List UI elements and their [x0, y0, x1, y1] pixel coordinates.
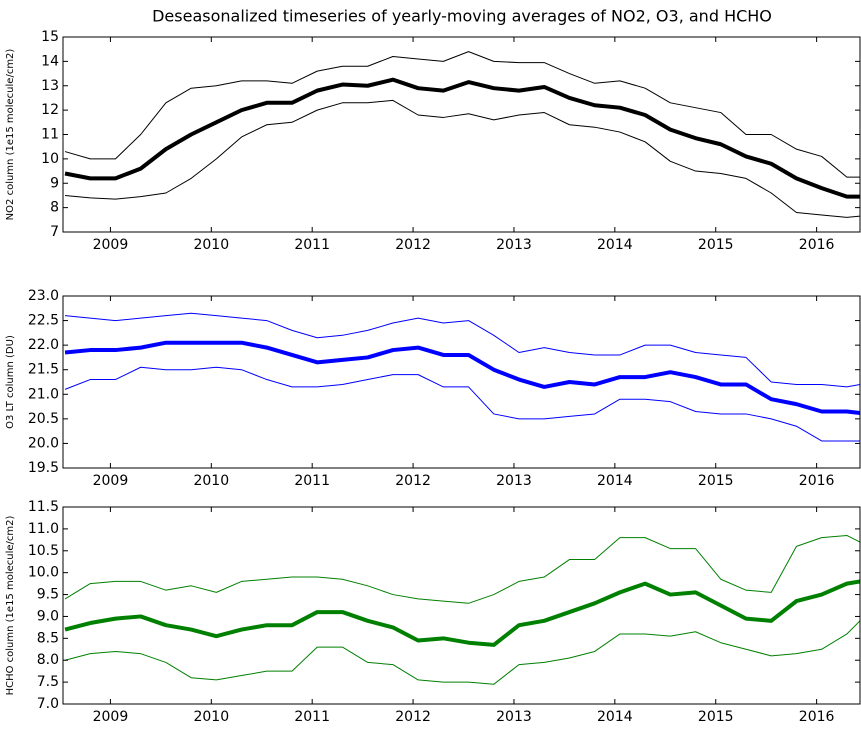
y-tick-label: 15: [41, 29, 59, 45]
series-line: [64, 620, 860, 685]
y-tick-label: 12: [41, 102, 59, 118]
x-tick-label: 2011: [294, 709, 330, 725]
y-tick-label: 11.0: [28, 521, 59, 537]
x-tick-label: 2016: [799, 237, 835, 253]
series-line: [64, 51, 860, 178]
y-tick-label: 8.5: [37, 630, 59, 646]
x-tick-label: 2015: [698, 709, 734, 725]
x-tick-label: 2009: [93, 237, 129, 253]
series-line: [64, 312, 860, 388]
y-tick-label: 22.5: [28, 313, 59, 329]
y-tick-label: 14: [41, 53, 59, 69]
y-tick-label: 21.5: [28, 362, 59, 378]
x-tick-label: 2014: [597, 237, 633, 253]
x-tick-label: 2009: [93, 473, 129, 489]
y-tick-label: 10.0: [28, 565, 59, 581]
y-tick-label: 11.5: [28, 499, 59, 515]
plot-frame: [62, 295, 861, 469]
y-tick-label: 23.0: [28, 288, 59, 304]
x-tick-label: 2013: [496, 709, 532, 725]
y-tick-label: 22.0: [28, 337, 59, 353]
x-tick-label: 2011: [294, 237, 330, 253]
y-tick-label: 20.0: [28, 435, 59, 451]
series-line: [64, 77, 860, 199]
x-tick-label: 2016: [799, 473, 835, 489]
x-tick-label: 2013: [496, 473, 532, 489]
x-tick-label: 2012: [395, 473, 431, 489]
x-tick-label: 2010: [193, 709, 229, 725]
x-tick-label: 2015: [698, 473, 734, 489]
y-tick-label: 7: [50, 224, 59, 240]
y-tick-label: 21.0: [28, 386, 59, 402]
x-tick-label: 2013: [496, 237, 532, 253]
y-tick-label: 20.5: [28, 411, 59, 427]
x-tick-label: 2011: [294, 473, 330, 489]
y-tick-label: 9: [50, 175, 59, 191]
x-tick-label: 2012: [395, 709, 431, 725]
y-tick-label: 11: [41, 127, 59, 143]
y-tick-label: 7.5: [37, 674, 59, 690]
series-line: [64, 366, 860, 442]
plot-frame: [62, 36, 861, 233]
y-tick-label: 19.5: [28, 460, 59, 476]
y-axis-label: HCHO column (1e15 molecule/cm2): [5, 515, 16, 695]
y-tick-label: 8: [50, 200, 59, 216]
y-axis-label: O3 LT column (DU): [5, 335, 16, 429]
figure-title: Deseasonalized timeseries of yearly-movi…: [152, 7, 772, 26]
x-tick-label: 2010: [193, 237, 229, 253]
y-tick-label: 7.0: [37, 696, 59, 712]
y-axis-label: NO2 column (1e15 molecule/cm2): [5, 49, 16, 221]
y-tick-label: 9.0: [37, 608, 59, 624]
plot-frame: [62, 506, 861, 705]
series-line: [64, 579, 860, 647]
y-tick-label: 10.5: [28, 543, 59, 559]
x-tick-label: 2014: [597, 709, 633, 725]
series-line: [64, 534, 860, 604]
y-tick-label: 13: [41, 78, 59, 94]
x-tick-label: 2012: [395, 237, 431, 253]
x-tick-label: 2009: [93, 709, 129, 725]
x-tick-label: 2016: [799, 709, 835, 725]
series-line: [64, 99, 860, 218]
x-tick-label: 2010: [193, 473, 229, 489]
x-tick-label: 2015: [698, 237, 734, 253]
y-tick-label: 10: [41, 151, 59, 167]
y-tick-label: 8.0: [37, 652, 59, 668]
series-line: [64, 340, 860, 415]
y-tick-label: 9.5: [37, 587, 59, 603]
x-tick-label: 2014: [597, 473, 633, 489]
